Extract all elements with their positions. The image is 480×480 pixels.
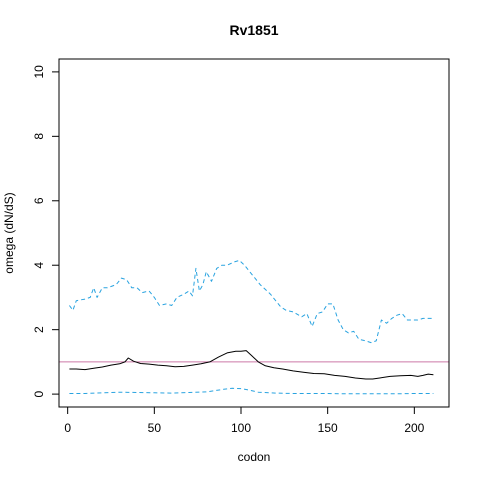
y-tick-label: 4 (32, 262, 46, 269)
y-axis-label: omega (dN/dS) (2, 192, 16, 273)
chart-title: Rv1851 (229, 22, 278, 38)
y-tick-label: 8 (32, 133, 46, 140)
x-tick-label: 100 (231, 421, 251, 435)
y-tick-label: 10 (32, 65, 46, 79)
series-line-3 (69, 387, 434, 395)
y-tick-label: 6 (32, 197, 46, 204)
series-line-1 (69, 350, 434, 380)
series-line-2 (68, 259, 434, 344)
x-axis-label: codon (238, 450, 271, 464)
x-tick-label: 200 (404, 421, 424, 435)
y-tick-label: 2 (32, 326, 46, 333)
y-axis: 0 2 4 6 8 10 (32, 65, 60, 397)
x-tick-label: 50 (148, 421, 162, 435)
x-tick-label: 0 (64, 421, 71, 435)
x-axis: 0 50 100 150 200 (64, 406, 425, 435)
x-tick-label: 150 (318, 421, 338, 435)
y-tick-label: 0 (32, 390, 46, 397)
